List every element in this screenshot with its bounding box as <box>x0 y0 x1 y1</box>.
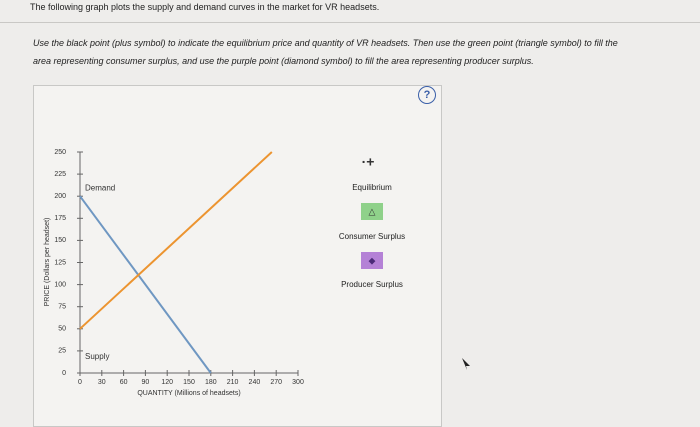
y-tick-label: 125 <box>54 259 66 266</box>
curve-label: Supply <box>85 352 109 361</box>
y-tick-label: 75 <box>58 304 66 311</box>
tool-label: Producer Surplus <box>341 280 403 289</box>
y-tick-label: 50 <box>58 326 66 333</box>
equilibrium-tool[interactable]: ·+ <box>362 154 375 170</box>
header-title: The following graph plots the supply and… <box>30 2 380 12</box>
x-tick-label: 30 <box>98 379 106 386</box>
y-axis-label: PRICE (Dollars per headset) <box>44 218 51 307</box>
triangle-icon: △ <box>369 206 376 216</box>
y-tick-label: 175 <box>54 215 66 222</box>
y-tick-label: 250 <box>54 149 66 156</box>
x-tick-label: 240 <box>249 379 261 386</box>
help-button[interactable]: ? <box>418 86 436 104</box>
x-tick-label: 0 <box>78 379 82 386</box>
y-tick-label: 100 <box>54 281 66 288</box>
y-tick-label: 200 <box>54 193 66 200</box>
x-tick-label: 90 <box>142 379 150 386</box>
x-tick-label: 180 <box>205 379 217 386</box>
instruction: Use the black point (plus symbol) to ind… <box>33 38 618 48</box>
x-tick-label: 60 <box>120 379 128 386</box>
diamond-icon: ◆ <box>369 255 376 265</box>
x-axis-label: QUANTITY (Millions of headsets) <box>137 390 240 397</box>
y-tick-label: 150 <box>54 237 66 244</box>
consumer-surplus-tool[interactable] <box>361 203 383 220</box>
curve <box>79 195 212 374</box>
x-tick-label: 270 <box>270 379 282 386</box>
tool-label: Consumer Surplus <box>338 232 406 241</box>
y-tick-label: 225 <box>54 171 66 178</box>
curve-label: Demand <box>85 183 115 192</box>
x-tick-label: 210 <box>227 379 239 386</box>
x-tick-label: 300 <box>292 379 304 386</box>
x-tick-label: 120 <box>161 379 173 386</box>
curve <box>79 151 273 330</box>
instruction: area representing consumer surplus, and … <box>33 56 534 66</box>
cursor <box>462 358 470 370</box>
divider <box>0 22 700 23</box>
y-tick-label: 0 <box>62 370 66 377</box>
tool-label: Equilibrium <box>352 183 392 192</box>
y-tick-label: 25 <box>58 348 66 355</box>
x-tick-label: 150 <box>183 379 195 386</box>
producer-surplus-tool[interactable] <box>361 252 383 269</box>
